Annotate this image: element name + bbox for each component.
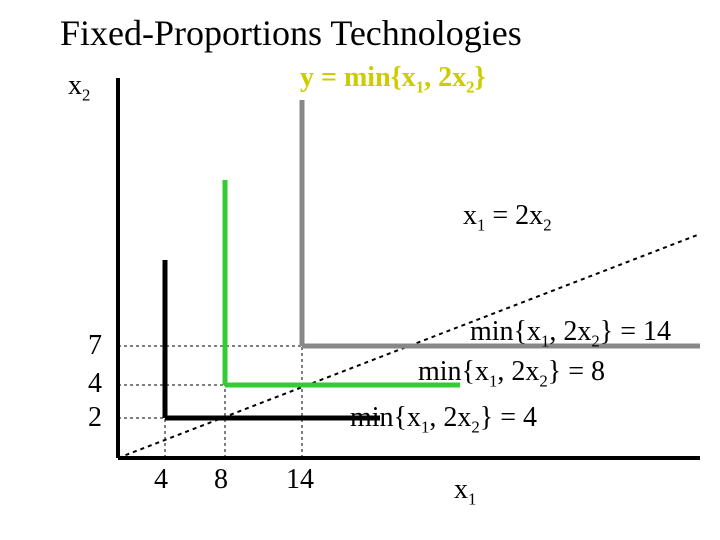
y-tick-7: 7 — [74, 330, 102, 362]
x-tick-14: 14 — [286, 464, 314, 496]
y-tick-2: 2 — [74, 402, 102, 434]
chart-svg — [0, 0, 720, 540]
isoquant-label-14: min{x1, 2x2} = 14 — [470, 316, 671, 352]
expansion-ray-label: x1 = 2x2 — [463, 200, 552, 236]
isoquant-label-4: min{x1, 2x2} = 4 — [350, 402, 537, 438]
x-tick-4: 4 — [154, 464, 168, 496]
x-tick-8: 8 — [214, 464, 228, 496]
x-axis-label: x1 — [454, 474, 476, 510]
y-tick-4: 4 — [74, 368, 102, 400]
isoquant-label-8: min{x1, 2x2} = 8 — [418, 356, 605, 392]
